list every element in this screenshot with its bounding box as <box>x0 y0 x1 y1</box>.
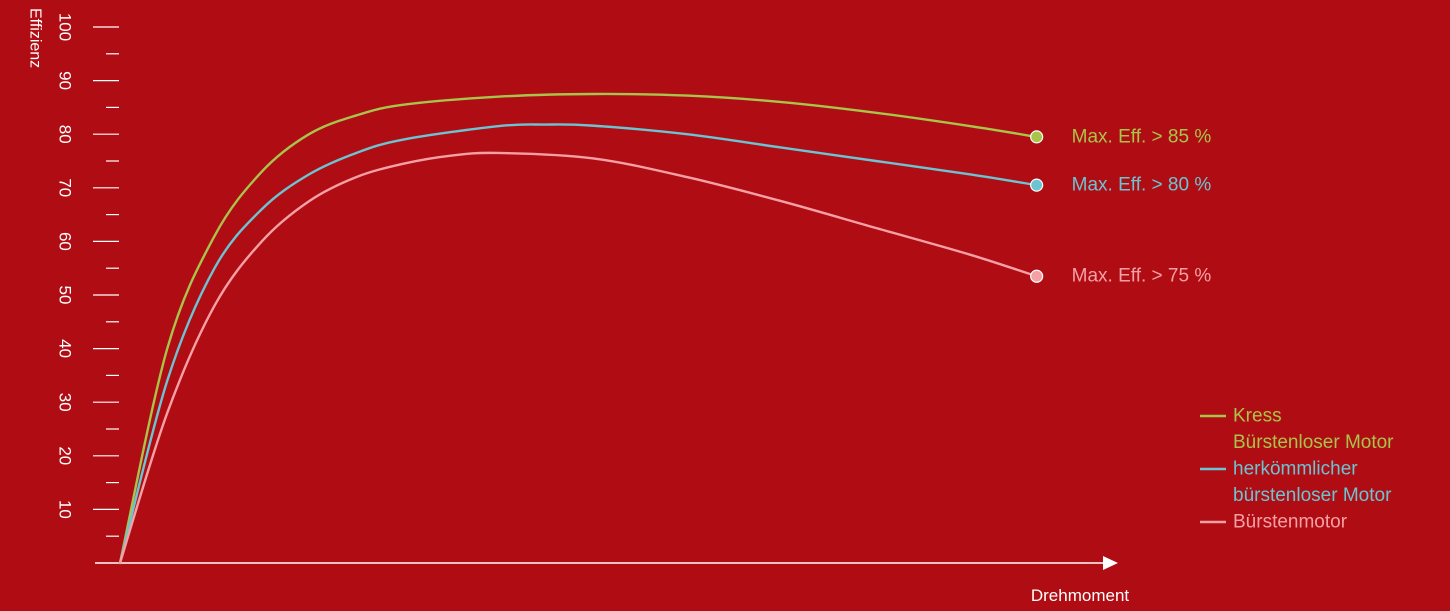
legend-label-0: Bürstenloser Motor <box>1233 432 1394 453</box>
x-axis-arrow-icon <box>1103 556 1118 570</box>
y-tick-label: 100 <box>56 13 75 41</box>
legend: Kress Bürstenloser Motor herkömmlicher bürs… <box>1200 406 1394 533</box>
y-tick-label: 50 <box>56 286 75 305</box>
y-tick-label: 60 <box>56 232 75 251</box>
series-end-point-2 <box>1030 269 1044 283</box>
y-tick-label: 80 <box>56 125 75 144</box>
series-end-label-1: Max. Eff. > 80 % <box>1072 175 1212 196</box>
y-axis-label: Effizienz <box>27 8 44 68</box>
y-tick-label: 30 <box>56 393 75 412</box>
y-tick-label: 90 <box>56 71 75 90</box>
legend-label-1: bürstenloser Motor <box>1233 485 1392 506</box>
x-axis-label: Drehmoment <box>1031 586 1130 605</box>
series-end-label-2: Max. Eff. > 75 % <box>1072 266 1212 287</box>
series-line-2 <box>118 151 1038 565</box>
series-line-1 <box>118 123 1038 565</box>
series-lines: Max. Eff. > 85 % Max. Eff. > 80 % Max. Eff… <box>118 92 1212 565</box>
y-tick-label: 20 <box>56 446 75 465</box>
legend-label-0: Kress <box>1233 406 1282 427</box>
y-tick-label: 40 <box>56 339 75 358</box>
series-end-point-0 <box>1030 130 1044 144</box>
y-tick-label: 10 <box>56 500 75 519</box>
x-axis <box>95 556 1118 570</box>
y-ticks: 10 20 30 40 50 60 70 80 90 100 <box>56 13 119 537</box>
series-end-label-0: Max. Eff. > 85 % <box>1072 126 1212 147</box>
series-end-point-1 <box>1030 178 1044 192</box>
y-tick-label: 70 <box>56 178 75 197</box>
legend-label-1: herkömmlicher <box>1233 459 1358 480</box>
series-line-0 <box>118 92 1038 565</box>
legend-label-2: Bürstenmotor <box>1233 512 1348 533</box>
